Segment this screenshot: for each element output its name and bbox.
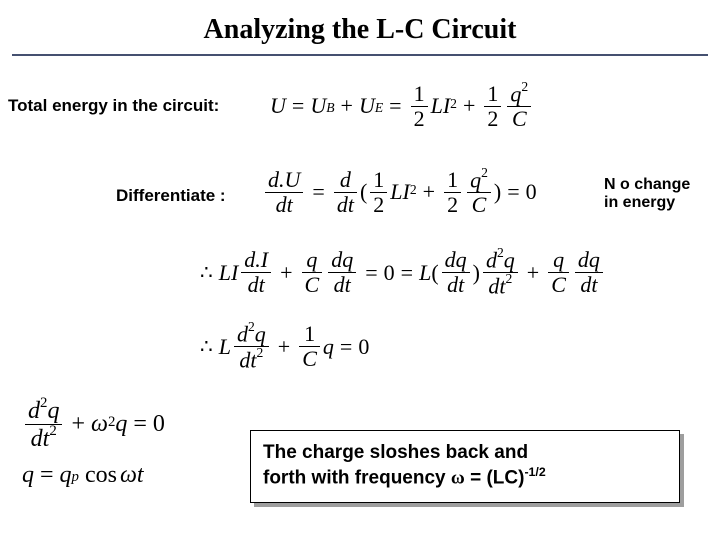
conclusion-mid: = (LC) <box>465 467 525 488</box>
conclusion-line2: forth with frequency ω = (LC)-1/2 <box>263 465 667 490</box>
row-total-energy: Total energy in the circuit: <box>8 96 219 116</box>
label-total-energy: Total energy in the circuit: <box>8 96 219 116</box>
eq-expanded: ∴ LI d.Idt + qC dqdt =0 = L( dqdt ) d2qd… <box>200 248 606 298</box>
eq-simplified: ∴ L d2qdt2 + 1C q=0 <box>200 322 369 372</box>
conclusion-line1: The charge sloshes back and <box>263 441 667 465</box>
eq-total-energy: U= UB+ UE= 12 LI2+ 12 q2C <box>270 82 534 130</box>
conclusion-exp: -1/2 <box>524 465 545 479</box>
page-title: Analyzing the L-C Circuit <box>0 0 720 54</box>
conclusion-box: The charge sloshes back and forth with f… <box>250 430 680 503</box>
title-rule <box>12 54 708 56</box>
eq-solution: q= qp cosωt <box>22 462 144 489</box>
conclusion-pre: forth with frequency <box>263 467 451 488</box>
note-no-change: N o change in energy <box>604 176 690 213</box>
note-line2: in energy <box>604 194 690 212</box>
note-line1: N o change <box>604 176 690 194</box>
omega-symbol: ω <box>451 467 465 488</box>
row-differentiate: Differentiate : <box>116 186 226 206</box>
eq-differentiate: d.Udt = ddt ( 12 LI2+ 12 q2C )=0 <box>262 168 537 216</box>
eq-omega-form: d2qdt2 + ω2q =0 <box>22 398 165 451</box>
label-differentiate: Differentiate : <box>116 186 226 206</box>
